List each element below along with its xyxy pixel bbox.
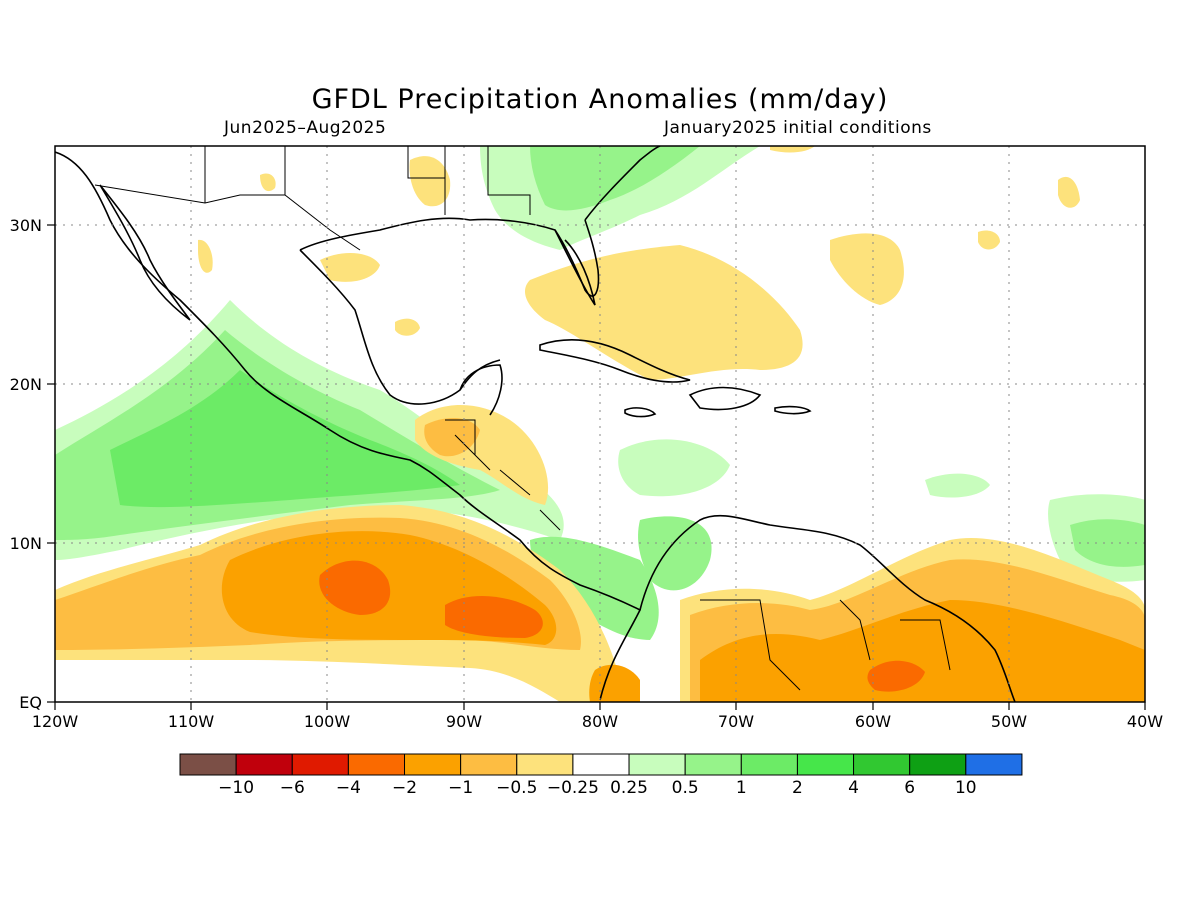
anomaly-yellow-gulf-1 xyxy=(320,253,380,282)
colorbar-label: 1 xyxy=(736,778,747,798)
south-america-borders xyxy=(700,599,951,691)
anomaly-orange-south-america xyxy=(700,600,1145,702)
north-america-mexico-coast xyxy=(55,151,642,701)
colorbar-swatch xyxy=(796,753,855,776)
anomaly-darkorange-pacific-b xyxy=(445,595,543,638)
anomaly-green-central-america xyxy=(530,536,659,640)
anomaly-green-caribbean xyxy=(618,439,730,497)
colorbar-label: −6 xyxy=(280,778,305,798)
lon-label: 120W xyxy=(32,712,79,731)
lat-label: 10N xyxy=(10,534,42,553)
colorbar-label: −4 xyxy=(336,778,361,798)
anomaly-darkorange-guiana xyxy=(867,660,925,692)
colorbar-swatch xyxy=(628,753,686,776)
colorbar-swatch xyxy=(347,753,406,776)
colorbar-swatch xyxy=(291,753,349,776)
lon-label: 90W xyxy=(446,712,482,731)
colorbar xyxy=(179,753,1023,776)
lon-label: 60W xyxy=(855,712,891,731)
colorbar-label: 0.25 xyxy=(610,778,648,798)
anomaly-yellow-texas xyxy=(409,156,451,207)
anomaly-darkorange-pacific-a xyxy=(319,560,391,615)
anomaly-yellow-gulf-2 xyxy=(395,318,420,336)
anomaly-green-atlantic-small xyxy=(925,473,990,498)
puerto-rico-outline xyxy=(774,405,812,415)
colorbar-labels: −10 −6 −4 −2 −1 −0.5 −0.25 0.25 0.5 1 2 4 6 10 xyxy=(218,778,976,798)
borders xyxy=(94,146,951,691)
latitude-labels: EQ 10N 20N 30N xyxy=(10,216,42,712)
lat-label: 30N xyxy=(10,216,42,235)
lon-label: 70W xyxy=(718,712,754,731)
coastlines xyxy=(55,146,1016,702)
colorbar-swatch xyxy=(179,753,237,776)
baja-california-coast xyxy=(99,184,191,321)
anomaly-yellow-atlantic-patch-3 xyxy=(770,146,815,153)
colorbar-label: 10 xyxy=(955,778,977,798)
yucatan-coast xyxy=(459,364,503,416)
lon-label: 80W xyxy=(582,712,618,731)
anomaly-green-pacific-inner xyxy=(110,370,460,508)
anomaly-yellow-atlantic-patch-1 xyxy=(978,230,1000,250)
lon-label: 110W xyxy=(168,712,215,731)
anomaly-green-colombia xyxy=(638,516,712,591)
anomaly-orange-pacific-colombia xyxy=(589,664,640,702)
anomaly-yellow-bahamas xyxy=(525,245,803,380)
colorbar-label: −0.25 xyxy=(547,778,599,798)
us-mexico-border xyxy=(94,184,361,251)
lon-label: 100W xyxy=(304,712,351,731)
anomaly-yellow-atlantic-patch-2 xyxy=(1058,176,1080,208)
colorbar-swatch xyxy=(516,753,574,776)
anomaly-field xyxy=(55,146,1145,702)
graticule xyxy=(55,146,1145,702)
colorbar-label: −2 xyxy=(392,778,417,798)
axis-ticks xyxy=(47,224,1146,710)
map-title: GFDL Precipitation Anomalies (mm/day) xyxy=(311,84,889,115)
hispaniola-outline xyxy=(688,386,762,411)
colorbar-label: −10 xyxy=(218,778,254,798)
us-east-coast xyxy=(584,146,661,221)
anomaly-green-atlantic-east-mid xyxy=(1070,519,1145,567)
jamaica-outline xyxy=(624,407,657,418)
colorbar-swatch xyxy=(235,753,293,776)
lon-label: 50W xyxy=(991,712,1027,731)
anomaly-yellow-mexico-1 xyxy=(198,239,213,273)
anomaly-yellow-mexico-2 xyxy=(260,173,276,192)
colorbar-swatch xyxy=(460,753,518,776)
colorbar-swatch xyxy=(965,753,1023,776)
colorbar-swatch xyxy=(853,753,911,776)
lon-label: 40W xyxy=(1127,712,1163,731)
colorbar-swatch xyxy=(684,753,742,776)
south-america-north-coast xyxy=(639,514,1016,702)
us-state-lines xyxy=(204,146,531,215)
colorbar-label: 4 xyxy=(848,778,859,798)
colorbar-label: 2 xyxy=(792,778,803,798)
florida-outline xyxy=(554,219,600,297)
colorbar-label: −1 xyxy=(448,778,473,798)
cuba-outline xyxy=(539,339,691,383)
colorbar-swatch xyxy=(740,753,798,776)
longitude-labels: 120W 110W 100W 90W 80W 70W 60W 50W 40W xyxy=(32,712,1163,731)
gulf-of-mexico-coast xyxy=(299,217,596,405)
colorbar-label: −0.5 xyxy=(496,778,537,798)
colorbar-swatch xyxy=(909,753,967,776)
season-label: Jun2025–Aug2025 xyxy=(224,118,387,138)
colorbar-swatch xyxy=(572,753,630,776)
anomaly-green-southeast-us-inner xyxy=(530,146,700,211)
initial-conditions-label: January2025 initial conditions xyxy=(664,118,932,138)
central-america-borders xyxy=(445,419,561,531)
colorbar-label: 6 xyxy=(904,778,915,798)
colorbar-label: 0.5 xyxy=(672,778,699,798)
colorbar-swatch xyxy=(404,753,462,776)
anomaly-yellow-atlantic-north xyxy=(830,233,904,305)
lat-label: 20N xyxy=(10,375,42,394)
lat-label: EQ xyxy=(19,693,42,712)
